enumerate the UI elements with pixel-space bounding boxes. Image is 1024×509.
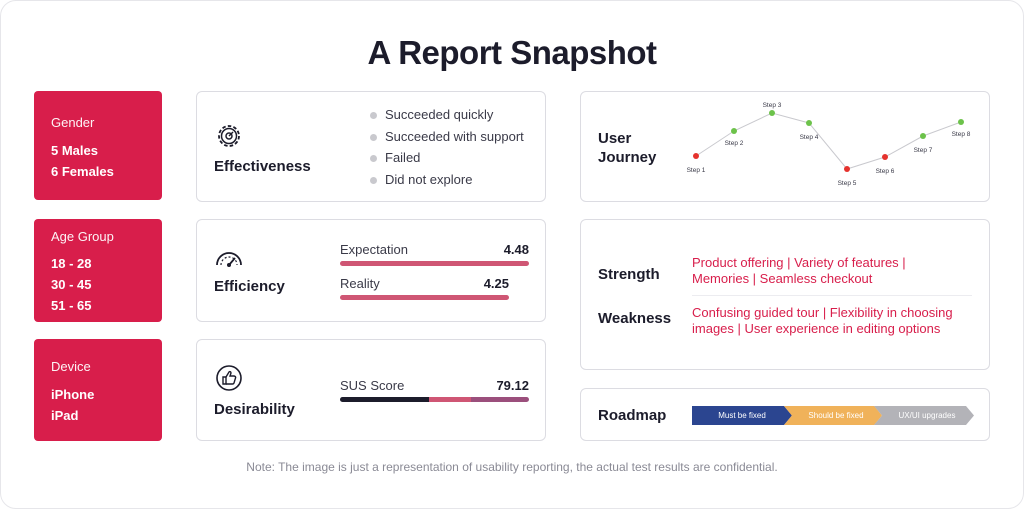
journey-step-label: Step 3 <box>763 102 782 109</box>
thumbs-up-icon <box>216 365 242 391</box>
strength-label: Strength <box>598 266 660 283</box>
gender-label: Gender <box>51 115 95 130</box>
speedometer-icon <box>216 252 242 267</box>
effectiveness-title: Effectiveness <box>214 158 311 175</box>
user-journey-title-line2: Journey <box>598 149 657 166</box>
user-journey-chart: Step 1 Step 2 Step 3 Step 4 Step 5 Step 6 Step… <box>687 102 971 187</box>
strength-line1: Product offering | Variety of features | <box>692 255 906 270</box>
legend-dot <box>370 134 377 141</box>
efficiency-title: Efficiency <box>214 278 285 295</box>
journey-step-dot <box>958 119 964 125</box>
footnote: Note: The image is just a representation… <box>246 460 778 474</box>
journey-step-label: Step 8 <box>952 131 971 138</box>
journey-step-label: Step 2 <box>725 140 744 147</box>
desirability-title: Desirability <box>214 401 295 418</box>
legend-succeeded-quickly: Succeeded quickly <box>370 107 494 122</box>
expectation-value: 4.48 <box>503 242 529 257</box>
journey-step-dot <box>693 153 699 159</box>
device-iphone: iPhone <box>51 387 95 402</box>
reality-bar <box>340 295 509 300</box>
weakness-label: Weakness <box>598 310 672 327</box>
roadmap-card: Roadmap Must be fixed Should be fixed UX… <box>580 388 990 441</box>
journey-step-dot <box>844 166 850 172</box>
gender-card: Gender 5 Males 6 Females <box>34 91 162 200</box>
age-group-card: Age Group 18 - 28 30 - 45 51 - 65 <box>34 219 162 322</box>
device-ipad: iPad <box>51 408 79 423</box>
journey-step-dot <box>806 120 812 126</box>
age-range-1: 18 - 28 <box>51 256 92 271</box>
strength-line2: Memories | Seamless checkout <box>692 271 873 286</box>
roadmap-label: Roadmap <box>598 407 667 424</box>
weakness-line2: images | User experience in editing opti… <box>692 321 941 336</box>
legend-dot <box>370 177 377 184</box>
expectation-bar <box>340 261 529 266</box>
journey-step-dot <box>731 128 737 134</box>
legend-succeeded-support: Succeeded with support <box>370 129 524 144</box>
strength-weakness-divider <box>692 295 972 296</box>
age-range-3: 51 - 65 <box>51 298 92 313</box>
efficiency-card: Efficiency Expectation 4.48 Reality 4.25 <box>196 219 546 322</box>
sus-bar-segment-dark <box>340 397 429 402</box>
legend-label: Failed <box>385 150 421 165</box>
legend-failed: Failed <box>370 150 421 165</box>
gear-icon <box>218 125 240 147</box>
roadmap-stage-ux-ui: UX/UI upgrades <box>874 406 974 425</box>
journey-step-label: Step 6 <box>876 168 895 175</box>
legend-label: Succeeded with support <box>385 129 524 144</box>
legend-label: Succeeded quickly <box>385 107 494 122</box>
gender-females: 6 Females <box>51 164 114 179</box>
effectiveness-card: Effectiveness Succeeded quickly Succeede… <box>196 91 546 202</box>
legend-label: Did not explore <box>385 172 473 187</box>
sus-bar-segment-purple <box>471 397 529 402</box>
age-range-2: 30 - 45 <box>51 277 92 292</box>
journey-step-dot <box>769 110 775 116</box>
roadmap-arrows: Must be fixed Should be fixed UX/UI upgr… <box>692 406 974 425</box>
desirability-card: Desirability SUS Score 79.12 <box>196 339 546 441</box>
expectation-label: Expectation <box>340 242 408 257</box>
journey-step-label: Step 1 <box>687 167 706 174</box>
sus-label: SUS Score <box>340 378 405 393</box>
legend-did-not-explore: Did not explore <box>370 172 473 187</box>
user-journey-title-line1: User <box>598 130 632 147</box>
sus-bar <box>340 397 529 402</box>
age-group-label: Age Group <box>51 229 114 244</box>
journey-step-label: Step 7 <box>914 147 933 154</box>
roadmap-stage-must-fix: Must be fixed <box>692 406 792 425</box>
journey-step-dot <box>882 154 888 160</box>
sus-value: 79.12 <box>496 378 529 393</box>
sus-bar-segment-pink <box>429 397 471 402</box>
device-label: Device <box>51 359 91 374</box>
user-journey-card: User Journey Step 1 Step 2 Step 3 Step 4 Ste… <box>580 91 990 202</box>
gender-males: 5 Males <box>51 143 98 158</box>
journey-step-label: Step 4 <box>800 134 819 141</box>
legend-dot <box>370 155 377 162</box>
journey-line <box>695 112 962 170</box>
device-card: Device iPhone iPad <box>34 339 162 441</box>
journey-step-label: Step 5 <box>838 180 857 187</box>
weakness-line1: Confusing guided tour | Flexibility in c… <box>692 305 953 320</box>
strength-weakness-card: Strength Product offering | Variety of f… <box>580 219 990 370</box>
reality-value: 4.25 <box>483 276 509 291</box>
journey-step-dot <box>920 133 926 139</box>
reality-label: Reality <box>340 276 380 291</box>
legend-dot <box>370 112 377 119</box>
roadmap-stage-should-fix: Should be fixed <box>784 406 882 425</box>
page-title: A Report Snapshot <box>367 34 657 71</box>
